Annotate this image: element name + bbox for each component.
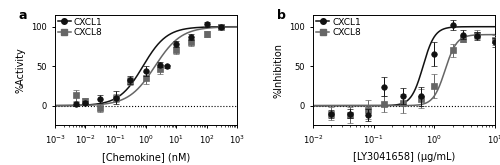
Y-axis label: %Inhibition: %Inhibition [274,43,283,98]
X-axis label: [LY3041658] (μg/mL): [LY3041658] (μg/mL) [353,152,455,162]
X-axis label: [Chemokine] (nM): [Chemokine] (nM) [102,152,190,162]
Y-axis label: %Activity: %Activity [16,47,26,93]
Text: a: a [18,9,27,22]
Legend: CXCL1, CXCL8: CXCL1, CXCL8 [315,17,362,38]
Text: b: b [277,9,285,22]
Legend: CXCL1, CXCL8: CXCL1, CXCL8 [57,17,104,38]
